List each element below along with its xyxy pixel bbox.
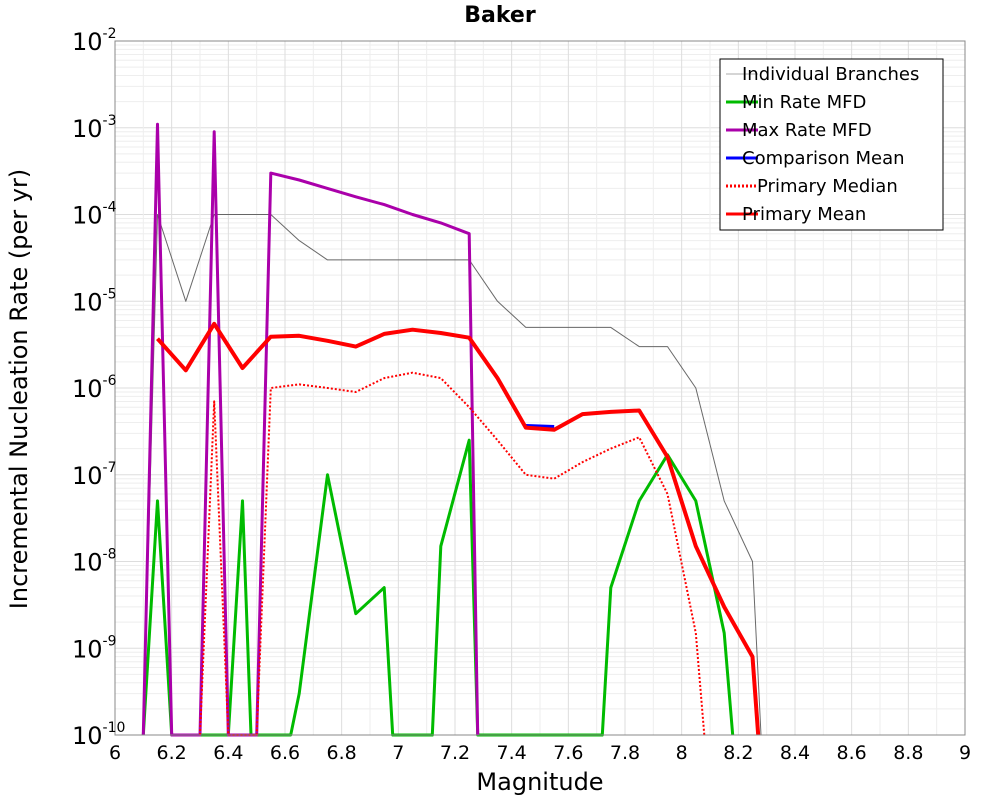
legend-label: Primary Mean xyxy=(742,204,866,225)
individual-branches xyxy=(142,214,762,736)
y-tick-label: 10-5 xyxy=(72,286,117,316)
x-tick-label: 6.8 xyxy=(327,742,357,764)
x-axis-title: Magnitude xyxy=(476,768,603,796)
plot-frame xyxy=(114,40,966,736)
x-tick-label: 8.4 xyxy=(780,742,810,764)
x-tick-label: 7 xyxy=(392,742,404,764)
x-tick-label: 9 xyxy=(959,742,971,764)
y-tick-label: 10-2 xyxy=(72,26,117,56)
x-tick-label: 7.4 xyxy=(497,742,527,764)
series-line-primary-median xyxy=(199,371,706,736)
y-tick-label: 10-4 xyxy=(72,200,117,230)
x-tick-labels: 6 6.2 6.4 6.6 6.8 7 7.2 7.4 7.6 7.8 8 8.2 8.4 8.6 8.8 9 xyxy=(109,742,971,764)
y-tick-label: 10-6 xyxy=(72,373,117,403)
legend-label: Min Rate MFD xyxy=(742,92,866,113)
y-axis-title: Incremental Nucleation Rate (per yr) xyxy=(5,169,33,609)
legend-label: Primary Median xyxy=(757,176,898,197)
x-tick-label: 7.2 xyxy=(440,742,470,764)
legend-label: Individual Branches xyxy=(742,64,919,85)
x-tick-label: 6.2 xyxy=(157,742,187,764)
y-tick-label: 10-7 xyxy=(72,460,117,490)
grid xyxy=(114,41,966,736)
x-tick-label: 8.2 xyxy=(723,742,753,764)
x-tick-label: 8.8 xyxy=(893,742,923,764)
y-tick-label: 10-10 xyxy=(72,720,125,750)
series-line-max-rate-mfd xyxy=(141,122,480,737)
series-line-individual-branches xyxy=(142,214,762,736)
y-tick-label: 10-9 xyxy=(72,633,117,663)
series-lines xyxy=(141,122,761,737)
legend-label: Max Rate MFD xyxy=(742,120,872,141)
series-line-comparison-mean xyxy=(525,424,555,428)
y-tick-labels: 10-2 10-3 10-4 10-5 10-6 10-7 10-8 10-9 10-10 xyxy=(72,26,125,750)
x-tick-label: 8 xyxy=(676,742,688,764)
legend: Individual Branches Min Rate MFD Max Rate … xyxy=(719,58,944,231)
x-tick-label: 6.6 xyxy=(270,742,300,764)
x-tick-label: 7.8 xyxy=(610,742,640,764)
x-tick-label: 6.4 xyxy=(213,742,243,764)
y-tick-label: 10-3 xyxy=(72,113,117,143)
x-tick-label: 7.6 xyxy=(553,742,583,764)
series-line-primary-mean xyxy=(156,321,761,736)
x-tick-label: 6 xyxy=(109,742,121,764)
x-tick-label: 8.6 xyxy=(837,742,867,764)
legend-label: Comparison Mean xyxy=(742,148,905,169)
y-tick-label: 10-8 xyxy=(72,547,117,577)
legend-box xyxy=(719,58,944,231)
chart-title: Baker xyxy=(464,3,536,28)
